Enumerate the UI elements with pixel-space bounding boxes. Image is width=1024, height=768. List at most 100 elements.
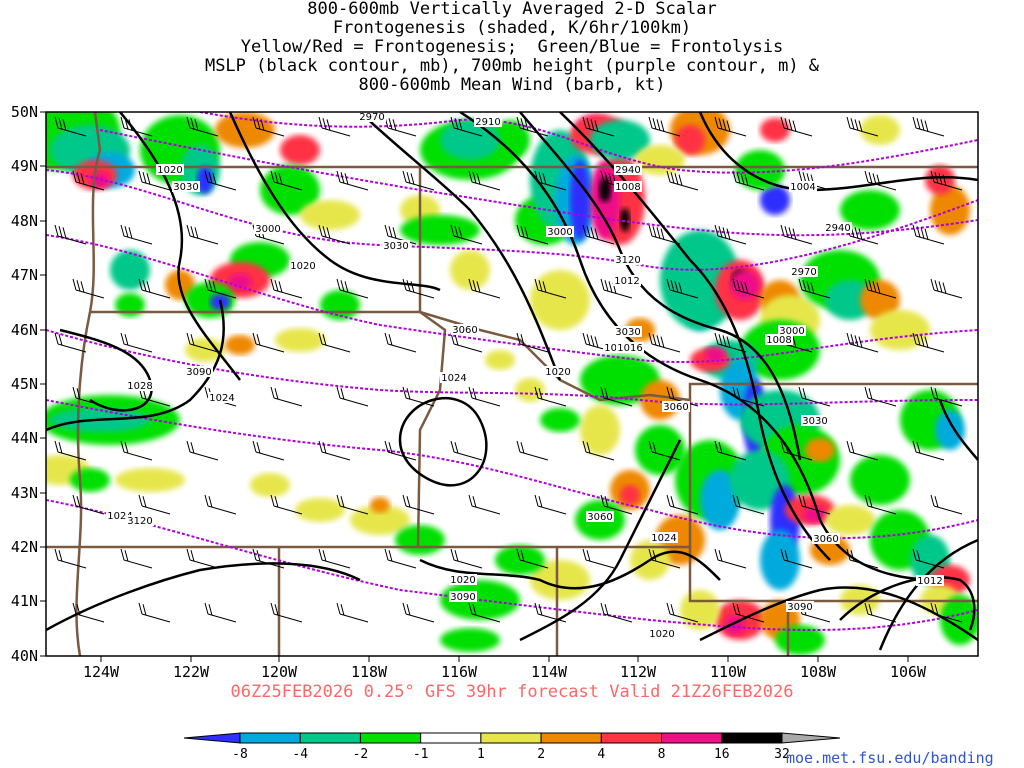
shading-cell	[620, 485, 640, 505]
height-label: 3060	[587, 512, 612, 523]
wind-barb-shaft	[321, 559, 351, 569]
wind-barb-shaft	[537, 397, 567, 407]
wind-barb-feather	[850, 334, 855, 346]
wind-barb-feather	[732, 170, 737, 183]
height-label-bg	[786, 601, 814, 612]
wind-barb-feather	[468, 170, 473, 183]
mslp-label: 1020	[545, 367, 570, 378]
wind-barb-shaft	[783, 343, 813, 353]
wind-barb-shaft	[867, 397, 897, 407]
height-label: 3090	[186, 367, 211, 378]
wind-barb-feather	[784, 226, 789, 238]
wind-barb-feather	[270, 494, 275, 507]
mslp-label-bg	[613, 275, 641, 286]
wind-barb-shaft	[321, 235, 351, 245]
wind-barb-feather	[780, 440, 785, 453]
wind-barb-feather	[586, 550, 591, 562]
wind-barb-shaft	[57, 559, 87, 569]
mslp-label: 1020	[450, 575, 475, 586]
wind-barb-feather	[864, 170, 869, 183]
wind-barb-feather	[586, 226, 591, 238]
wind-barb-feather	[322, 118, 327, 130]
wind-barb-feather	[450, 116, 455, 129]
wind-barb-shaft	[519, 559, 549, 569]
wind-barb-feather	[472, 604, 477, 616]
wind-barb-feather	[468, 602, 473, 615]
title-line-3: Yellow/Red = Frontogenesis; Green/Blue =…	[240, 37, 784, 57]
wind-barb-feather	[656, 335, 661, 347]
wind-barb-shaft	[717, 559, 747, 569]
lon-label: 114W	[531, 663, 568, 681]
wind-barb-feather	[876, 174, 881, 186]
wind-barb-shaft	[321, 127, 351, 137]
mslp-label-bg	[106, 510, 134, 521]
wind-barb-shaft	[321, 343, 351, 353]
wind-barb-feather	[582, 440, 587, 453]
wind-barb-shaft	[933, 613, 963, 623]
colorbar-label: 2	[537, 747, 545, 762]
wind-barb-feather	[798, 170, 803, 183]
forecast-footer: 06Z25FEB2026 0.25° GFS 39hr forecast Val…	[230, 682, 794, 702]
shading-cell	[580, 355, 660, 405]
wind-barb-feather	[336, 602, 341, 615]
wind-barb-feather	[586, 442, 591, 454]
shading-cell	[300, 200, 360, 230]
wind-barb-shaft	[405, 181, 435, 191]
colorbar-bin	[359, 732, 422, 744]
wind-barb-feather	[938, 173, 943, 185]
colorbar-label: 4	[597, 747, 605, 762]
shading-cell	[485, 350, 515, 370]
height-label-bg	[382, 240, 410, 251]
wind-barb-feather	[468, 494, 473, 507]
wind-barb-feather	[858, 336, 863, 348]
wind-barb-shaft	[783, 559, 813, 569]
colorbar-bin	[600, 732, 663, 744]
wind-barb-shaft	[339, 289, 369, 299]
mslp-label: 1020	[290, 261, 315, 272]
wind-barb-feather	[256, 442, 261, 454]
wind-barb-shaft	[405, 289, 435, 299]
wind-barb-feather	[120, 224, 125, 237]
wind-barb-feather	[868, 604, 873, 616]
wind-barb-feather	[252, 440, 257, 453]
wind-barb-shaft	[519, 127, 549, 137]
mslp-label-bg	[765, 334, 793, 345]
wind-barb-feather	[916, 550, 921, 562]
height-label-bg	[546, 226, 574, 237]
lon-label: 110W	[710, 663, 747, 681]
wind-barb-feather	[256, 118, 261, 130]
wind-barb-feather	[864, 278, 869, 291]
wind-barb-feather	[930, 494, 935, 507]
mslp-label: 1024	[107, 511, 132, 522]
wind-barb-feather	[458, 227, 463, 239]
wind-barb-feather	[322, 334, 327, 346]
shading-cell	[530, 560, 590, 600]
wind-barb-shaft	[387, 451, 417, 461]
wind-barb-shaft	[207, 289, 237, 299]
height-label: 2940	[615, 165, 640, 176]
wind-barb-shaft	[585, 451, 615, 461]
wind-barb-feather	[924, 336, 929, 348]
wind-barb-shaft	[849, 559, 879, 569]
wind-barb-shaft	[339, 181, 369, 191]
wind-barb-feather	[912, 116, 917, 129]
wind-barb-shaft	[915, 343, 945, 353]
wind-barb-feather	[934, 280, 939, 292]
wind-barb-shaft	[669, 181, 699, 191]
wind-barb-feather	[850, 118, 855, 130]
shading-cell	[675, 125, 705, 155]
shading-cell	[850, 455, 910, 505]
height-label-bg	[474, 116, 502, 127]
wind-barb-feather	[138, 602, 143, 615]
wind-barb-feather	[608, 281, 613, 293]
mslp-contour-line	[519, 439, 682, 642]
height-label: 3000	[255, 224, 280, 235]
mslp-contour-line	[699, 586, 978, 642]
wind-barb-feather	[340, 604, 345, 616]
wind-barb-shaft	[735, 613, 765, 623]
mslp-label-bg	[916, 575, 944, 586]
credit-link[interactable]: moe.met.fsu.edu/banding	[786, 749, 994, 767]
wind-barb-shaft	[75, 397, 105, 407]
mslp-label-bg	[156, 164, 184, 175]
wind-barb-feather	[450, 224, 455, 237]
